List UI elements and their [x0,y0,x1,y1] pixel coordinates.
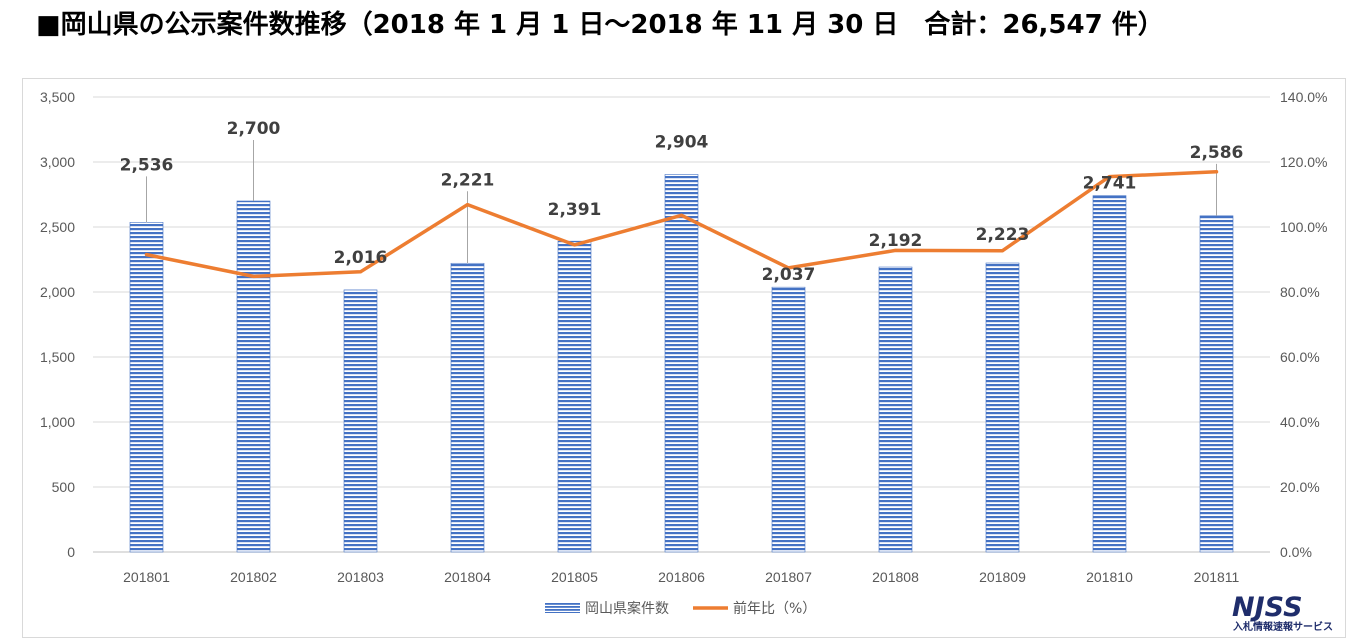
x-tick-label: 201805 [551,569,598,585]
bar [343,289,378,553]
bar-value-label: 2,904 [655,132,709,152]
bar-value-label: 2,700 [227,119,281,139]
x-tick-label: 201804 [444,569,491,585]
bar [771,286,806,553]
logo-mark: NJSS [1232,592,1303,623]
y-left-tick-label: 1,000 [40,414,75,430]
bar [129,222,164,553]
line-point [466,203,469,207]
x-tick-label: 201808 [872,569,919,585]
y-right-tick-label: 0.0% [1280,544,1312,560]
y-left-tick-label: 500 [52,479,76,495]
line-point [680,213,683,217]
x-tick-label: 201806 [658,569,705,585]
y-right-tick-label: 60.0% [1280,349,1320,365]
chart-title: ■岡山県の公示案件数推移（2018 年 1 月 1 日～2018 年 11 月 … [36,10,1164,40]
bar [664,174,699,553]
bar [1092,195,1127,553]
line-point [1215,170,1218,174]
bar-series [129,174,1234,553]
x-tick-label: 201803 [337,569,384,585]
bar [557,240,592,553]
bar-value-label: 2,391 [548,200,602,220]
y-right-tick-label: 20.0% [1280,479,1320,495]
x-tick-label: 201807 [765,569,812,585]
y-left-tick-label: 3,000 [40,154,75,170]
y-left-tick-label: 0 [67,544,75,560]
x-tick-label: 201810 [1086,569,1133,585]
y-left-tick-label: 3,500 [40,89,75,105]
bar [1199,215,1234,553]
bar [985,262,1020,553]
line-point [359,270,362,274]
line-series [144,170,1219,279]
y-left-tick-label: 2,000 [40,284,75,300]
bar-value-label: 2,037 [762,265,816,285]
njss-logo: NJSS 入札情報速報サービス [1232,592,1333,633]
logo-subtitle: 入札情報速報サービス [1233,620,1333,633]
y-left-tick-label: 2,500 [40,219,75,235]
legend: 岡山県案件数 前年比（%） [545,600,816,617]
line-point [894,248,897,252]
bar [878,266,913,553]
bar-value-label: 2,741 [1083,174,1137,194]
line-point [252,274,255,278]
bar-value-label: 2,536 [120,155,174,175]
x-tick-label: 201811 [1194,569,1240,585]
line-point [1108,175,1111,179]
y-right-tick-label: 140.0% [1280,89,1327,105]
bar-value-label: 2,223 [976,225,1030,245]
y-left-tick-label: 1,500 [40,349,75,365]
bar-value-label: 2,016 [334,248,388,268]
y-right-tick-label: 120.0% [1280,154,1327,170]
line-point [787,266,790,270]
legend-bar-label: 岡山県案件数 [585,600,669,617]
y-right-tick-label: 100.0% [1280,219,1327,235]
y-right-tick-label: 40.0% [1280,414,1320,430]
x-tick-label: 201802 [230,569,277,585]
bar-value-label: 2,192 [869,231,923,251]
line-point [1001,249,1004,253]
bar-value-label: 2,221 [441,170,495,190]
bar-value-label: 2,586 [1190,143,1244,163]
line-point [145,253,148,257]
legend-line-label: 前年比（%） [733,600,816,617]
line-point [573,243,576,247]
legend-bar-swatch [545,603,580,613]
bar [450,262,485,553]
bar [236,200,271,553]
axis-ticks: 0 500 1,000 1,500 2,000 2,500 3,000 3,500 0.0% 20… [40,89,1328,585]
data-labels: 2,536 2,700 2,016 2,221 2,391 2,904 2,037 2,192… [120,119,1244,285]
x-tick-label: 201809 [979,569,1026,585]
y-right-tick-label: 80.0% [1280,284,1320,300]
x-tick-label: 201801 [123,569,170,585]
